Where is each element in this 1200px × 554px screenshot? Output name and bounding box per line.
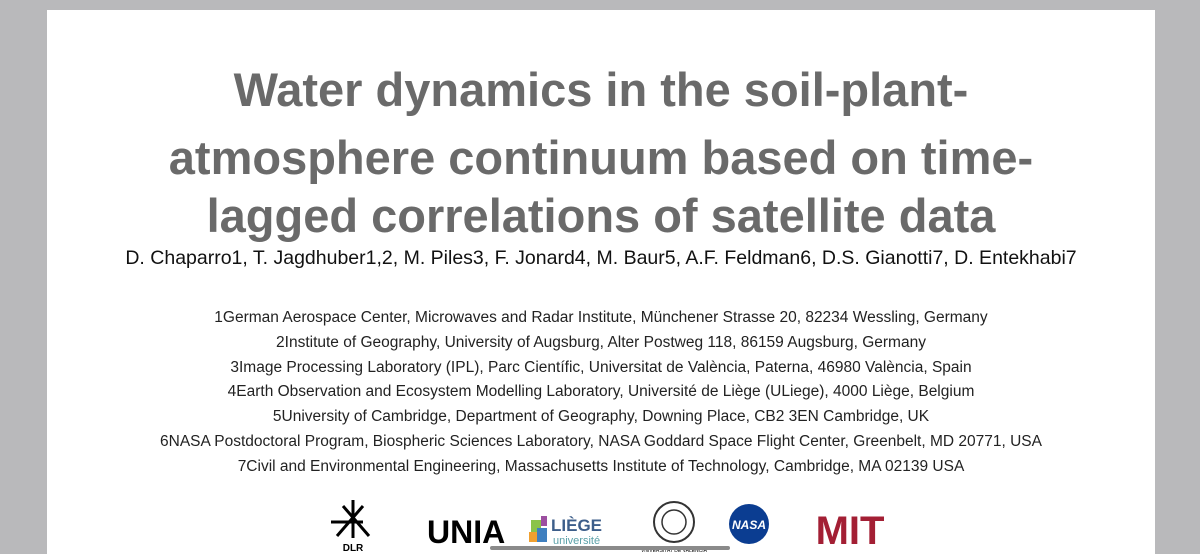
logo-text: NASA: [732, 518, 766, 532]
logo-text: université: [553, 535, 600, 547]
affiliation: 7Civil and Environmental Engineering, Ma…: [237, 457, 965, 475]
logo-text: MIT: [816, 509, 885, 553]
title-line: lagged correlations of satellite data: [206, 189, 996, 242]
authors: D. Chaparro1, T. Jagdhuber1,2, M. Piles3…: [125, 247, 1077, 269]
nasa-logo: NASA: [729, 504, 769, 544]
unia-logo: UNIA: [427, 514, 505, 550]
valencia-logo: VNIVERSITAT DE VALÈNCIA: [641, 501, 708, 554]
scrollbar: [490, 546, 730, 550]
liege-logo: LIÈGE université: [529, 516, 602, 547]
affiliation: 1German Aerospace Center, Microwaves and…: [214, 309, 988, 326]
affiliation: 2Institute of Geography, University of A…: [276, 333, 926, 351]
logo-text: DLR: [343, 543, 364, 554]
affiliation: 5University of Cambridge, Department of …: [272, 408, 930, 426]
title-line: Water dynamics in the soil-plant-: [233, 63, 969, 116]
mit-logo: MIT: [816, 509, 885, 553]
affiliation: 6NASA Postdoctoral Program, Biospheric S…: [160, 433, 1042, 450]
dlr-logo: DLR: [331, 500, 371, 554]
title-line: atmosphere continuum based on time-: [168, 131, 1034, 184]
logo-text: LIÈGE: [551, 516, 602, 535]
affiliation: 3Image Processing Laboratory (IPL), Parc…: [230, 358, 972, 376]
logo-text: VNIVERSITAT DE VALÈNCIA: [641, 547, 708, 554]
logos: DLR UNIA LIÈGE université VNIVERSITAT DE…: [331, 500, 885, 554]
affiliation: 4Earth Observation and Ecosystem Modelli…: [227, 383, 975, 401]
slide: Water dynamics in the soil-plant- atmosp…: [47, 10, 1155, 554]
